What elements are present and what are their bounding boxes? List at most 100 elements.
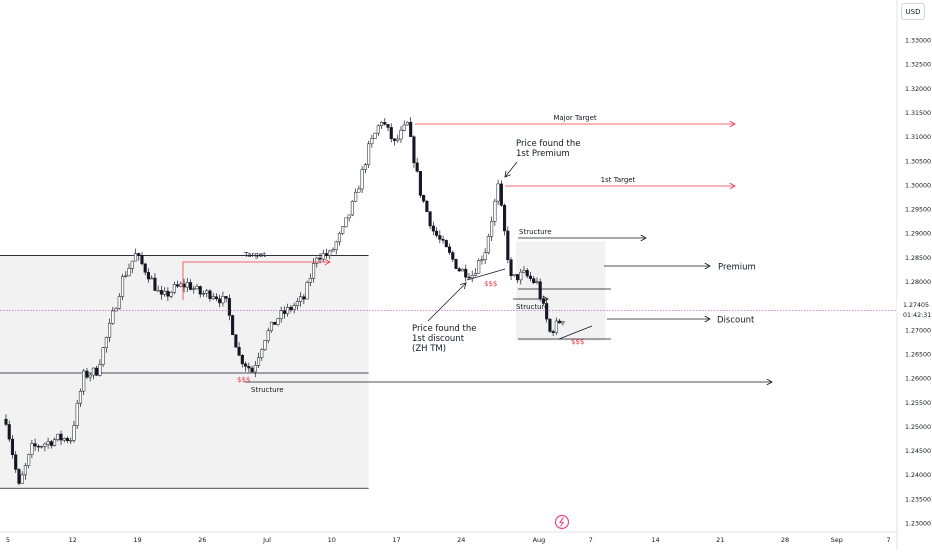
candle-body — [256, 357, 261, 366]
candle-body — [224, 296, 228, 299]
candle-body — [305, 282, 309, 300]
candle-body — [4, 418, 8, 425]
discount-note: 1st discount — [412, 334, 465, 344]
y-tick-label: 1.28000 — [905, 279, 931, 286]
candle-body — [250, 367, 254, 373]
candle-body — [111, 310, 115, 324]
candle-body — [205, 290, 209, 294]
y-tick-label: 1.31000 — [905, 134, 931, 141]
candle-body — [192, 288, 196, 290]
candle-body — [117, 296, 121, 309]
y-tick-label: 1.23500 — [905, 496, 931, 503]
y-tick-label: 1.24500 — [905, 448, 931, 455]
candle-body — [506, 230, 510, 260]
candle-body — [444, 240, 448, 248]
candle-body — [302, 296, 306, 300]
y-tick-label: 1.33000 — [905, 38, 931, 45]
x-tick-label: 17 — [392, 536, 400, 544]
x-tick-label: Aug — [533, 536, 546, 544]
candle-body — [347, 214, 351, 219]
candle-body — [490, 221, 494, 237]
candle-body — [269, 321, 274, 331]
candle-body — [10, 438, 15, 456]
candle-body — [344, 217, 348, 228]
candle-body — [561, 321, 565, 324]
candle-body — [23, 465, 27, 476]
candle-body — [357, 188, 361, 193]
candle-body — [558, 320, 562, 324]
x-tick-label: 26 — [198, 536, 206, 544]
candle-body — [299, 296, 303, 302]
liquidity-label: $$$ — [484, 280, 497, 288]
currency-button[interactable]: USD — [901, 3, 925, 20]
candle-body — [20, 474, 24, 484]
major-target-label: Major Target — [553, 114, 597, 122]
candle-body — [312, 263, 316, 279]
candle-body — [451, 252, 455, 260]
candle-body — [40, 446, 44, 448]
candle-body — [402, 124, 406, 131]
candle-body — [237, 346, 241, 356]
candle-body — [260, 349, 264, 358]
candle-body — [509, 259, 513, 276]
candle-body — [428, 211, 432, 227]
candle-body — [62, 438, 66, 441]
y-tick-label: 1.32500 — [905, 62, 931, 69]
candle-body — [143, 263, 147, 273]
candle-body — [188, 282, 193, 290]
candle-body — [156, 290, 160, 292]
candle-body — [33, 443, 37, 447]
candle-body — [337, 233, 342, 243]
candle-body — [85, 370, 89, 378]
candle-body — [240, 354, 244, 365]
candle-body — [130, 260, 134, 269]
candle-body — [477, 260, 481, 274]
candle-body — [460, 268, 465, 272]
discount-note: (ZH TM) — [412, 344, 446, 354]
candle-body — [263, 340, 267, 350]
candle-body — [386, 124, 390, 128]
candle-body — [179, 283, 183, 287]
x-tick-label: Sep — [831, 536, 843, 544]
candle-body — [153, 277, 157, 291]
structure-label: Structure — [519, 228, 552, 236]
candle-body — [72, 425, 76, 441]
candle-body — [91, 367, 95, 376]
candle-body — [46, 441, 50, 445]
target-label: Target — [243, 251, 266, 259]
structure-label: Structure — [516, 303, 549, 311]
candle-body — [36, 445, 40, 448]
candle-body — [214, 296, 218, 300]
candle-body — [441, 238, 445, 241]
candle-body — [82, 370, 86, 392]
candle-body — [172, 284, 176, 293]
candle-body — [292, 305, 296, 310]
candle-body — [78, 390, 83, 404]
candle-body — [14, 454, 18, 470]
candle-body — [140, 255, 144, 265]
candle-body — [114, 308, 118, 312]
candle-body — [409, 121, 413, 137]
y-tick-label: 1.26000 — [905, 376, 931, 383]
x-tick-label: 10 — [328, 536, 336, 544]
candle-body — [318, 257, 322, 260]
candle-body — [163, 290, 167, 295]
candle-body — [321, 253, 325, 260]
candle-body — [350, 200, 354, 216]
candle-body — [315, 257, 319, 264]
liquidity-trendline — [466, 268, 506, 281]
x-tick-label: 19 — [133, 536, 141, 544]
candle-body — [522, 270, 526, 273]
candle-body — [234, 334, 238, 348]
candle-body — [551, 331, 555, 333]
premium-note: Price found the — [516, 139, 580, 149]
x-tick-label: 12 — [69, 536, 77, 544]
candle-body — [499, 183, 503, 206]
candle-body — [195, 286, 199, 290]
candle-body — [363, 164, 367, 170]
candle-body — [231, 315, 235, 335]
candle-body — [405, 121, 409, 126]
y-tick-label: 1.26500 — [905, 351, 931, 358]
